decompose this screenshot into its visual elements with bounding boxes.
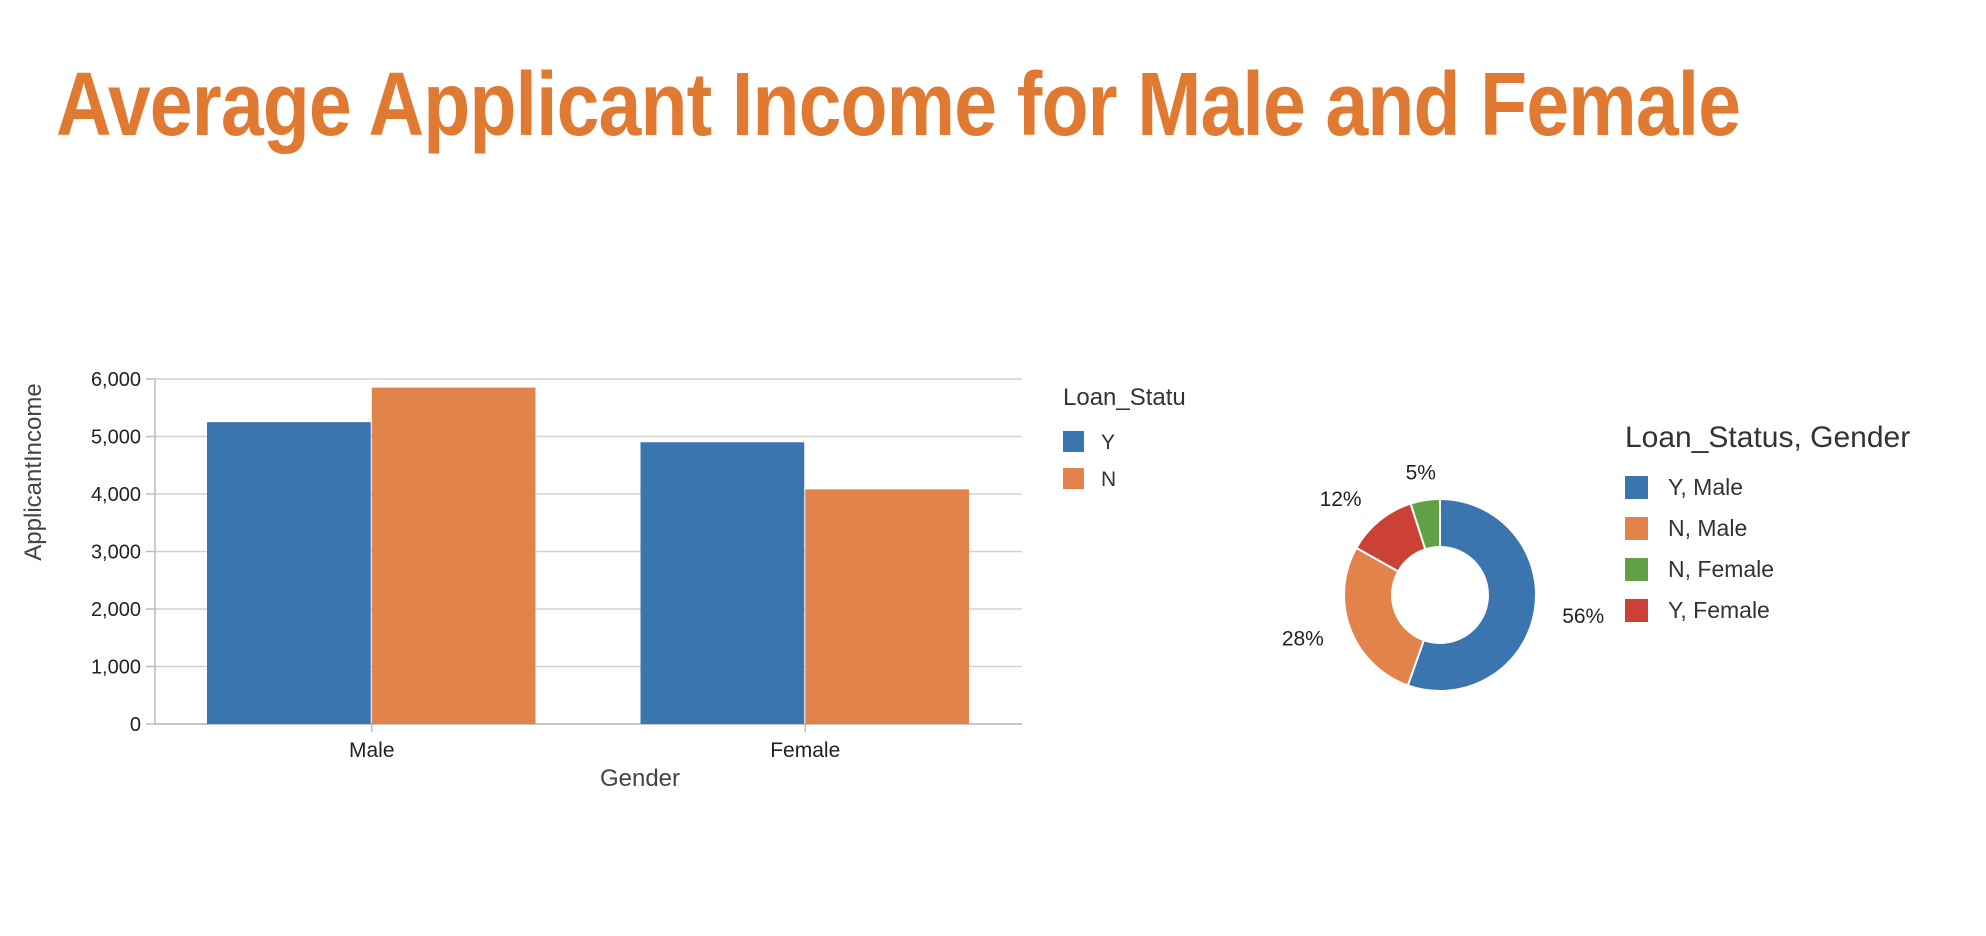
y-tick-label: 2,000 <box>91 599 141 621</box>
x-axis-label: Gender <box>600 765 680 792</box>
y-tick-label: 5,000 <box>91 427 141 449</box>
bar-female-n <box>805 489 969 724</box>
y-axis-label: ApplicantIncome <box>20 383 47 560</box>
bar-female-y <box>640 442 805 724</box>
legend-label-n: N <box>1101 468 1116 491</box>
slide-title: Average Applicant Income for Male and Fe… <box>56 55 1741 155</box>
bar-marks <box>207 387 969 724</box>
y-tick-label: 1,000 <box>91 657 141 679</box>
bar-legend-title: Loan_Statu <box>1063 384 1186 411</box>
y-tick-label: 6,000 <box>91 369 141 391</box>
legend-label-y: Y <box>1101 431 1115 454</box>
legend-swatch-n <box>1063 468 1084 489</box>
x-tick-labels: Male Female <box>349 724 840 762</box>
y-tick-labels: 0 1,000 2,000 3,000 4,000 5,000 6,000 <box>91 369 141 736</box>
y-tick-label: 4,000 <box>91 484 141 506</box>
y-tick-label: 0 <box>130 714 141 736</box>
bar-male-y <box>207 422 371 724</box>
y-tick-label: 3,000 <box>91 542 141 564</box>
bar-male-n <box>371 387 536 724</box>
x-tick-label: Male <box>349 739 395 762</box>
x-tick-label: Female <box>770 739 840 762</box>
bar-legend: Loan_Statu YN <box>1063 384 1186 491</box>
legend-swatch-y <box>1063 431 1084 452</box>
